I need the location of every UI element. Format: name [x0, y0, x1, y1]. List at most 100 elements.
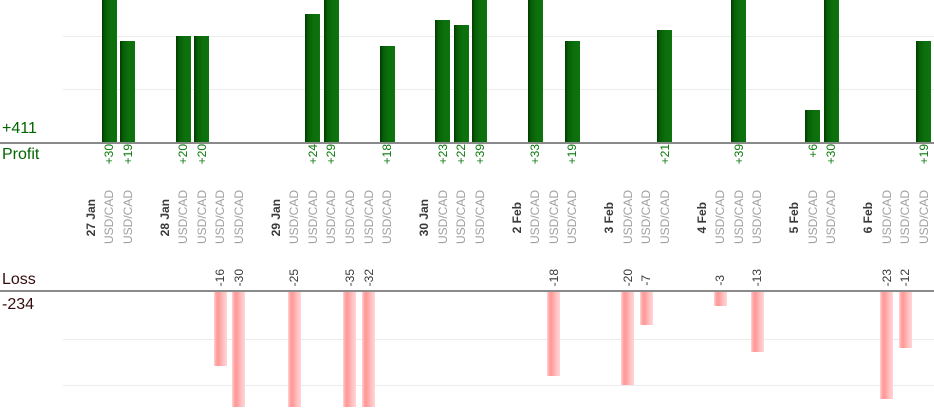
loss-total-label: -234: [2, 296, 35, 313]
loss-value-row: Loss -16 -30 -25 -35 -32 -18 -20 -7 -3 -13 -23 -12: [0, 250, 934, 292]
trade-column: [193, 250, 212, 288]
trade-column: +19: [563, 144, 582, 185]
instrument-label: USD/CAD: [713, 190, 728, 245]
profit-value-label: +18: [380, 144, 395, 165]
date-label-slot: 4 Feb: [693, 185, 712, 250]
profit-value-plot: +30 +19 +20 +20 +24 +29 +18 +23 +22 +39 +33 +19 +21 +…: [63, 144, 934, 185]
trade-column: [304, 250, 323, 288]
date-label: 27 Jan: [83, 198, 98, 237]
trade-column: [618, 292, 637, 407]
date-label-slot: [156, 0, 175, 142]
profit-bar: [120, 41, 136, 142]
trade-column: USD/CAD: [230, 185, 249, 250]
trade-column: -3: [711, 250, 730, 288]
date-label-slot: 29 Jan: [267, 185, 286, 250]
loss-bar: [880, 292, 894, 399]
date-label-slot: [82, 250, 101, 288]
instrument-label: USD/CAD: [916, 190, 931, 245]
date-label-slot: [785, 250, 804, 288]
trade-column: [211, 0, 230, 142]
trade-column: [822, 0, 841, 142]
date-label-slot: [859, 144, 878, 185]
trade-column: [656, 292, 675, 407]
profit-value-label: +23: [435, 144, 450, 165]
trade-column: [637, 144, 656, 185]
group-spacer: [674, 144, 693, 185]
loss-value-label: -18: [546, 268, 561, 286]
trade-column: [230, 292, 249, 407]
profit-value-label: +6: [805, 144, 820, 158]
trade-column: [915, 250, 934, 288]
group-spacer: [248, 0, 267, 142]
trade-column: [359, 292, 378, 407]
profit-value-label: +24: [305, 144, 320, 165]
trade-column: [637, 292, 656, 407]
trade-column: USD/CAD: [433, 185, 452, 250]
loss-value-label: -32: [361, 268, 376, 286]
instrument-label: USD/CAD: [176, 190, 191, 245]
gridline: [63, 36, 934, 37]
group-spacer: [489, 185, 508, 250]
date-label: 2 Feb: [509, 201, 524, 234]
date-label-slot: [693, 292, 712, 407]
trade-column: USD/CAD: [896, 185, 915, 250]
profit-value-label: +21: [657, 144, 672, 165]
trade-column: USD/CAD: [341, 185, 360, 250]
group-spacer: [63, 250, 82, 288]
trade-column: [748, 0, 767, 142]
trade-column: +30: [822, 144, 841, 185]
trade-column: [563, 0, 582, 142]
trade-column: -18: [544, 250, 563, 288]
trade-column: [378, 250, 397, 288]
trade-column: USD/CAD: [211, 185, 230, 250]
group-spacer: [674, 250, 693, 288]
date-gutter: [0, 185, 63, 250]
trade-column: -12: [896, 250, 915, 288]
trade-column: [563, 250, 582, 288]
group-spacer: [137, 250, 156, 288]
trade-column: -35: [341, 250, 360, 288]
trade-column: USD/CAD: [174, 185, 193, 250]
trade-column: [100, 292, 119, 407]
group-spacer: [489, 0, 508, 142]
group-spacer: [581, 250, 600, 288]
loss-bar: [287, 292, 301, 407]
trade-column: USD/CAD: [470, 185, 489, 250]
trade-column: -30: [230, 250, 249, 288]
date-label: 6 Feb: [861, 201, 876, 234]
loss-bar: [898, 292, 912, 348]
trade-column: USD/CAD: [378, 185, 397, 250]
instrument-label: USD/CAD: [565, 190, 580, 245]
instrument-label: USD/CAD: [454, 190, 469, 245]
trade-column: USD/CAD: [804, 185, 823, 250]
date-label-slot: [415, 292, 434, 407]
trade-column: [711, 292, 730, 407]
instrument-label: USD/CAD: [305, 190, 320, 245]
date-label-slot: [600, 144, 619, 185]
trade-column: [711, 144, 730, 185]
trade-column: [544, 0, 563, 142]
date-label-slot: [267, 0, 286, 142]
date-label-slot: [507, 144, 526, 185]
profit-axis-gutter: Profit: [0, 144, 63, 185]
trade-column: USD/CAD: [304, 185, 323, 250]
loss-value-label: -30: [231, 268, 246, 286]
date-row: 27 Jan USD/CAD USD/CAD 28 Jan USD/CAD USD/CAD…: [0, 185, 934, 250]
trade-column: +39: [470, 144, 489, 185]
loss-bar: [343, 292, 357, 407]
loss-value-label: -16: [213, 268, 228, 286]
trade-column: [322, 292, 341, 407]
trade-column: -32: [359, 250, 378, 288]
instrument-label: USD/CAD: [231, 190, 246, 245]
instrument-label: USD/CAD: [731, 190, 746, 245]
group-spacer: [63, 144, 82, 185]
trade-column: [804, 250, 823, 288]
trade-column: -7: [637, 250, 656, 288]
date-label-slot: [859, 250, 878, 288]
trade-column: [174, 292, 193, 407]
instrument-label: USD/CAD: [120, 190, 135, 245]
date-label-slot: [785, 144, 804, 185]
date-label-slot: [785, 0, 804, 142]
loss-axis-label: Loss: [2, 270, 36, 288]
trade-column: +23: [433, 144, 452, 185]
